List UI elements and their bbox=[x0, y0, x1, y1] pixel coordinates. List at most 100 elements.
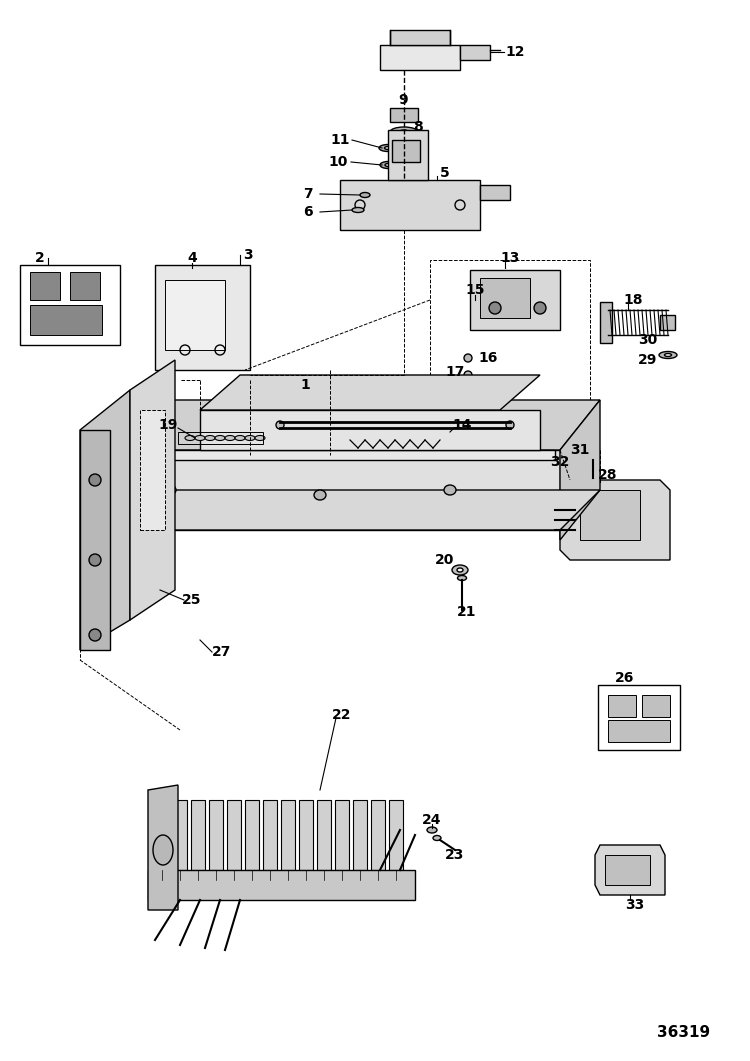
Bar bbox=[642, 695, 670, 717]
Polygon shape bbox=[340, 180, 480, 230]
Polygon shape bbox=[388, 131, 428, 180]
Bar bbox=[608, 720, 670, 742]
Ellipse shape bbox=[235, 435, 245, 440]
Text: 17: 17 bbox=[446, 365, 465, 379]
Text: 28: 28 bbox=[598, 468, 618, 482]
Bar bbox=[20, 265, 120, 345]
Polygon shape bbox=[371, 800, 385, 870]
Text: 23: 23 bbox=[446, 848, 465, 862]
Text: 7: 7 bbox=[303, 187, 313, 201]
Ellipse shape bbox=[276, 421, 284, 429]
Text: 12: 12 bbox=[506, 45, 525, 59]
Ellipse shape bbox=[153, 835, 173, 865]
Polygon shape bbox=[299, 800, 313, 870]
Polygon shape bbox=[209, 800, 223, 870]
Ellipse shape bbox=[215, 435, 225, 440]
Text: 21: 21 bbox=[458, 605, 477, 619]
Polygon shape bbox=[390, 108, 418, 122]
Polygon shape bbox=[148, 785, 178, 910]
Polygon shape bbox=[80, 430, 110, 650]
Polygon shape bbox=[200, 410, 540, 450]
Text: 14: 14 bbox=[452, 418, 472, 432]
Circle shape bbox=[89, 629, 101, 641]
Polygon shape bbox=[140, 450, 555, 460]
Bar bbox=[580, 490, 640, 540]
Ellipse shape bbox=[360, 192, 370, 197]
Polygon shape bbox=[380, 45, 460, 70]
Text: 29: 29 bbox=[638, 353, 658, 367]
Ellipse shape bbox=[664, 353, 671, 356]
Polygon shape bbox=[353, 800, 367, 870]
Polygon shape bbox=[595, 845, 665, 895]
Ellipse shape bbox=[659, 351, 677, 359]
Polygon shape bbox=[317, 800, 331, 870]
Text: 33: 33 bbox=[626, 898, 644, 912]
Ellipse shape bbox=[379, 144, 397, 152]
Bar bbox=[605, 855, 650, 885]
Bar bbox=[392, 140, 420, 162]
Polygon shape bbox=[600, 302, 612, 343]
Ellipse shape bbox=[589, 454, 597, 459]
Text: 1: 1 bbox=[300, 378, 310, 392]
Polygon shape bbox=[80, 390, 130, 650]
Bar bbox=[70, 272, 100, 300]
Polygon shape bbox=[281, 800, 295, 870]
Polygon shape bbox=[389, 800, 403, 870]
Ellipse shape bbox=[255, 435, 265, 440]
Ellipse shape bbox=[225, 435, 235, 440]
Bar bbox=[178, 432, 263, 443]
Polygon shape bbox=[95, 450, 560, 530]
Polygon shape bbox=[155, 265, 250, 370]
Polygon shape bbox=[560, 400, 600, 540]
Bar bbox=[30, 272, 60, 300]
Polygon shape bbox=[660, 315, 675, 330]
Bar bbox=[430, 260, 590, 400]
Ellipse shape bbox=[433, 835, 441, 840]
Text: 9: 9 bbox=[398, 93, 408, 107]
Polygon shape bbox=[335, 800, 349, 870]
Polygon shape bbox=[95, 400, 135, 530]
Text: 11: 11 bbox=[330, 133, 350, 147]
Ellipse shape bbox=[390, 127, 418, 137]
Polygon shape bbox=[460, 45, 490, 60]
Ellipse shape bbox=[352, 208, 364, 212]
Polygon shape bbox=[470, 269, 560, 330]
Text: 24: 24 bbox=[422, 813, 442, 827]
Text: 2: 2 bbox=[35, 251, 45, 265]
Text: 27: 27 bbox=[212, 645, 232, 659]
Bar bbox=[598, 685, 680, 750]
Circle shape bbox=[89, 474, 101, 486]
Polygon shape bbox=[560, 480, 670, 560]
Polygon shape bbox=[245, 800, 259, 870]
Ellipse shape bbox=[205, 435, 215, 440]
Ellipse shape bbox=[164, 485, 176, 495]
Text: 18: 18 bbox=[623, 293, 643, 307]
Ellipse shape bbox=[457, 568, 463, 572]
Text: 4: 4 bbox=[188, 251, 196, 265]
Text: 30: 30 bbox=[638, 333, 658, 347]
Circle shape bbox=[534, 302, 546, 314]
Polygon shape bbox=[191, 800, 205, 870]
Text: 3: 3 bbox=[243, 248, 253, 262]
Ellipse shape bbox=[245, 435, 255, 440]
Ellipse shape bbox=[444, 485, 456, 495]
Text: 20: 20 bbox=[435, 553, 454, 567]
Ellipse shape bbox=[506, 421, 514, 429]
Polygon shape bbox=[95, 400, 600, 450]
Ellipse shape bbox=[452, 566, 468, 575]
Polygon shape bbox=[155, 800, 169, 870]
Text: 15: 15 bbox=[465, 283, 484, 297]
Ellipse shape bbox=[464, 371, 472, 379]
Bar bbox=[608, 695, 636, 717]
Ellipse shape bbox=[380, 161, 396, 169]
Text: 32: 32 bbox=[550, 455, 570, 469]
Text: 31: 31 bbox=[570, 443, 590, 457]
Ellipse shape bbox=[427, 827, 437, 833]
Ellipse shape bbox=[195, 435, 205, 440]
Text: 13: 13 bbox=[500, 251, 520, 265]
Text: 5: 5 bbox=[440, 166, 450, 180]
Text: 8: 8 bbox=[413, 120, 423, 134]
Polygon shape bbox=[480, 185, 510, 201]
Polygon shape bbox=[148, 870, 415, 900]
Text: 26: 26 bbox=[615, 671, 634, 685]
